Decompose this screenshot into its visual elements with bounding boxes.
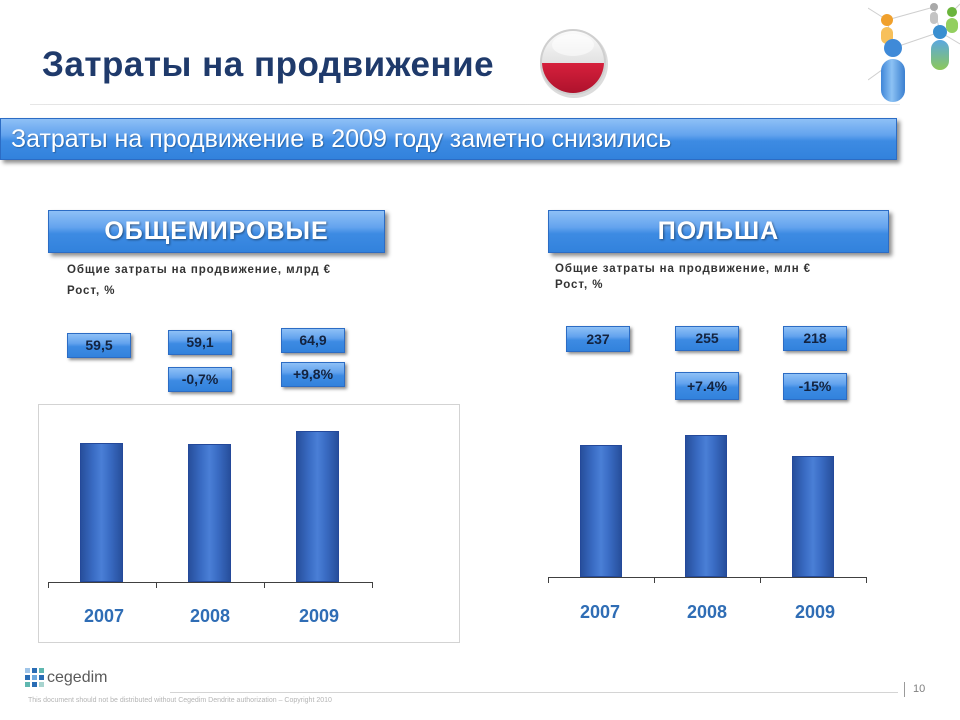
bar-2007-world xyxy=(80,443,123,582)
value-label-2008-world: 59,1 xyxy=(168,330,232,355)
axis-tick-world xyxy=(48,582,49,588)
tick-label-2009-world: 2009 xyxy=(298,606,340,626)
growth-label-2008-poland: +7.4% xyxy=(675,372,739,400)
axis-tick-world xyxy=(156,582,157,588)
footer-note: This document should not be distributed … xyxy=(28,697,332,704)
bar-2008-poland xyxy=(685,435,727,577)
axis-tick-poland xyxy=(760,577,761,583)
growth-caption-poland: Рост, % xyxy=(555,279,604,291)
tick-label-2009-poland: 2009 xyxy=(794,602,836,622)
tick-label-2008-world: 2008 xyxy=(189,606,231,626)
bar-2007-poland xyxy=(580,445,622,577)
panel-header-world: ОБЩЕМИРОВЫЕ xyxy=(48,210,385,253)
footer-divider xyxy=(170,692,898,693)
chart-world: 2007 2008 2009 xyxy=(38,404,460,643)
page-number-separator xyxy=(904,682,905,697)
axis-tick-poland xyxy=(654,577,655,583)
axis-tick-world xyxy=(264,582,265,588)
cegedim-logo: cegedim xyxy=(25,667,117,691)
value-label-2007-world: 59,5 xyxy=(67,333,131,358)
growth-label-2008-world: -0,7% xyxy=(168,367,232,392)
cegedim-logo-icon xyxy=(25,668,44,687)
tick-label-2007-world: 2007 xyxy=(83,606,125,626)
poland-flag-icon xyxy=(540,29,608,98)
panel-poland: ПОЛЬША Общие затраты на продвижение, млн… xyxy=(540,200,900,640)
tick-label-2008-poland: 2008 xyxy=(686,602,728,622)
bar-2008-world xyxy=(188,444,231,582)
people-network-icon xyxy=(868,3,960,102)
panel-header-poland: ПОЛЬША xyxy=(548,210,889,253)
panel-world: ОБЩЕМИРОВЫЕ Общие затраты на продвижение… xyxy=(30,200,470,650)
slide-title: Затраты на продвижение xyxy=(42,45,495,84)
chart-subtitle-poland: Общие затраты на продвижение, млн € xyxy=(555,263,811,275)
title-divider xyxy=(30,104,900,105)
axis-tick-poland xyxy=(548,577,549,583)
bar-2009-world xyxy=(296,430,339,582)
value-label-2008-poland: 255 xyxy=(675,326,739,351)
axis-tick-poland xyxy=(866,577,867,583)
tick-label-2007-poland: 2007 xyxy=(579,602,621,622)
x-axis-poland xyxy=(548,577,867,578)
chart-poland: 2007 2008 2009 xyxy=(540,404,880,634)
x-axis-world xyxy=(48,582,373,583)
headline-banner: Затраты на продвижение в 2009 году замет… xyxy=(0,118,897,160)
headline-text: Затраты на продвижение в 2009 году замет… xyxy=(11,125,672,153)
chart-subtitle-world: Общие затраты на продвижение, млрд € xyxy=(67,264,331,276)
growth-label-2009-world: +9,8% xyxy=(281,362,345,387)
bar-2009-poland xyxy=(792,455,834,577)
growth-label-2009-poland: -15% xyxy=(783,373,847,400)
growth-caption-world: Рост, % xyxy=(67,285,116,297)
axis-tick-world xyxy=(372,582,373,588)
value-label-2009-world: 64,9 xyxy=(281,328,345,353)
page-number: 10 xyxy=(913,683,926,695)
value-label-2009-poland: 218 xyxy=(783,326,847,351)
cegedim-logo-text: cegedim xyxy=(47,669,108,686)
value-label-2007-poland: 237 xyxy=(566,326,630,352)
